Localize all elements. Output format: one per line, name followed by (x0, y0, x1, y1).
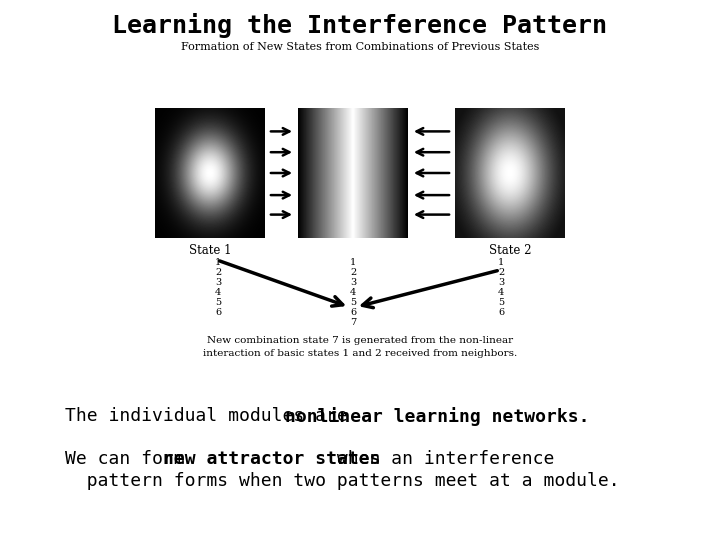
Text: 1: 1 (350, 258, 356, 267)
Text: 4: 4 (350, 288, 356, 297)
Text: The individual modules are: The individual modules are (65, 407, 359, 425)
Text: 1: 1 (498, 258, 504, 267)
Text: 6: 6 (350, 308, 356, 317)
Text: nonlinear learning networks.: nonlinear learning networks. (285, 407, 590, 426)
Text: Learning the Interference Pattern: Learning the Interference Pattern (112, 13, 608, 38)
Text: New combination state 7 is generated from the non-linear: New combination state 7 is generated fro… (207, 336, 513, 345)
Text: 5: 5 (215, 298, 221, 307)
Text: 6: 6 (498, 308, 504, 317)
Text: 7: 7 (350, 318, 356, 327)
Text: Formation of New States from Combinations of Previous States: Formation of New States from Combination… (181, 42, 539, 52)
Text: pattern forms when two patterns meet at a module.: pattern forms when two patterns meet at … (65, 472, 620, 490)
Text: 5: 5 (498, 298, 504, 307)
Text: 4: 4 (498, 288, 504, 297)
Text: interaction of basic states 1 and 2 received from neighbors.: interaction of basic states 1 and 2 rece… (203, 349, 517, 358)
Text: 2: 2 (350, 268, 356, 277)
Text: 3: 3 (350, 278, 356, 287)
Text: 4: 4 (215, 288, 221, 297)
Text: 3: 3 (215, 278, 221, 287)
Text: State 1: State 1 (189, 244, 231, 257)
Text: 2: 2 (498, 268, 504, 277)
Text: 5: 5 (350, 298, 356, 307)
Text: 6: 6 (215, 308, 221, 317)
Text: 2: 2 (215, 268, 221, 277)
Text: We can form: We can form (65, 450, 196, 468)
Text: 1: 1 (215, 258, 221, 267)
Text: State 2: State 2 (489, 244, 531, 257)
Text: when an interference: when an interference (325, 450, 554, 468)
Text: 3: 3 (498, 278, 504, 287)
Text: new attractor states: new attractor states (163, 450, 380, 468)
